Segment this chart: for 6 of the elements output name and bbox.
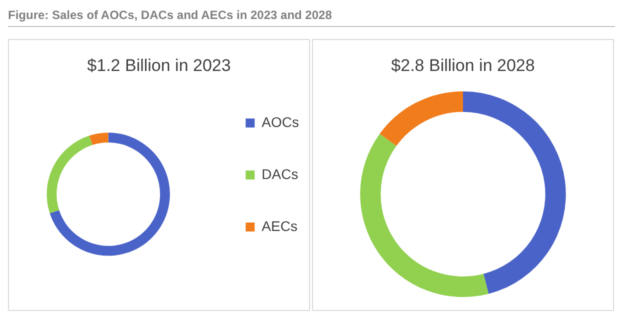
legend-label: DACs <box>262 166 298 182</box>
text: Figure: Sales of AOCs, DACs and AECs in 2023 and 2028 <box>8 8 615 27</box>
chart-title: $1.2 Billion in 2023 <box>87 56 231 75</box>
legend-label: AOCs <box>262 114 300 130</box>
chart-title: $2.8 Billion in 2028 <box>391 56 535 75</box>
legend-label: AECs <box>262 218 298 234</box>
